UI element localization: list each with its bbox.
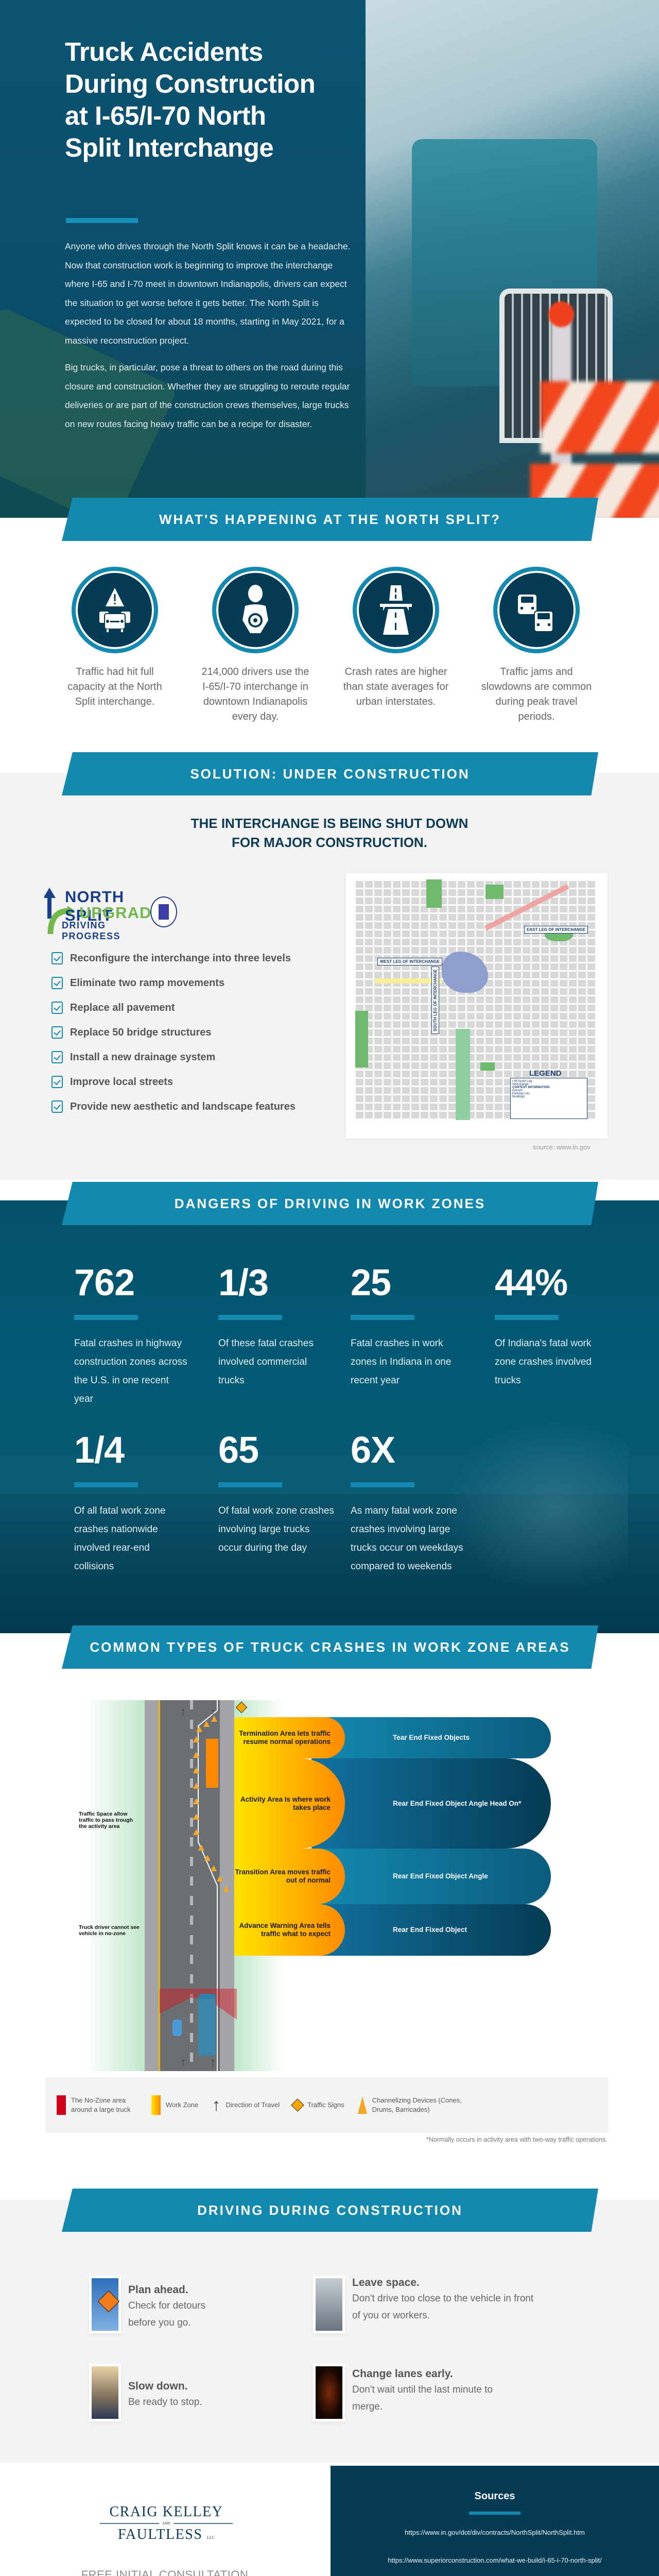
source-link[interactable]: https://www.superiorconstruction.com/wha… [388, 2556, 602, 2564]
checkbox-icon [51, 952, 63, 964]
consultation-label: FREE INITIAL CONSULTATION [81, 2568, 249, 2576]
interchange-map: WEST LEG OF INTERCHANGE EAST LEG OF INTE… [354, 879, 595, 1120]
checklist-item: Eliminate two ramp movements [51, 975, 224, 991]
fact-card: Traffic had hit full capacity at the Nor… [58, 567, 171, 709]
fact-card: 214,000 drivers use the I-65/I-70 interc… [199, 567, 312, 724]
driving-tip: Leave space. Don't drive too close to the… [313, 2276, 537, 2333]
checklist-item: Improve local streets [51, 1074, 173, 1090]
legend-item: Channelizing Devices (Cones, Drums, Barr… [357, 2096, 475, 2114]
zone-row-termination: Termination Area lets traffic resume nor… [234, 1717, 551, 1758]
dangers-section [0, 1200, 659, 1633]
truck-barricade-photo [366, 0, 659, 518]
checklist-item: Replace 50 bridge structures [51, 1025, 212, 1040]
checkbox-icon [51, 1051, 63, 1063]
intro-paragraph: Big trucks, in particular, pose a threat… [65, 362, 350, 429]
fact-text: Traffic had hit full capacity at the Nor… [67, 666, 162, 707]
traffic-sign-icon [291, 2098, 304, 2112]
checkbox-icon [51, 1076, 63, 1088]
checklist-item: Provide new aesthetic and landscape feat… [51, 1099, 296, 1114]
traffic-jam-cars-icon [493, 567, 580, 653]
legend-item: The No-Zone area around a large truck [57, 2095, 138, 2115]
diagram-footnote: *Normally occurs in activity area with t… [426, 2136, 608, 2143]
car-icon [172, 2020, 182, 2036]
zone-row-activity: Activity Area Is where work takes place … [234, 1758, 551, 1849]
no-zone-swatch-icon [57, 2095, 66, 2115]
work-zone-diagram: ↑↑↑↑ Work Space Traffic Space allow traf… [79, 1700, 584, 2071]
solution-subtitle: THE INTERCHANGE IS BEING SHUT DOWN FOR M… [190, 816, 469, 850]
fact-card: Traffic jams and slowdowns are common du… [480, 567, 593, 724]
legend-item: ↑ Direction of Travel [212, 2095, 280, 2115]
checklist-item: Reconfigure the interchange into three l… [51, 951, 291, 966]
zone-row-advance-warning: Advance Warning Area tells traffic what … [234, 1904, 551, 1956]
diagram-legend: The No-Zone area around a large truck Wo… [45, 2077, 609, 2133]
svg-text:↑: ↑ [210, 2056, 216, 2069]
fact-text: Crash rates are higher than state averag… [343, 666, 449, 707]
road-roller-photo [443, 1422, 628, 1592]
traffic-warning-icon [72, 567, 158, 653]
stat-block: 762 Fatal crashes in highway construction… [74, 1262, 187, 1404]
checkbox-icon [51, 1026, 63, 1039]
stat-block: 44% Of Indiana's fatal work zone crashes … [495, 1262, 592, 1386]
traffic-space-label: Traffic Space allow traffic to pass trou… [79, 1811, 133, 1829]
checkbox-icon [51, 1100, 63, 1113]
title-divider [66, 218, 138, 223]
section-banner-crash-types: Common Types of Truck Crashes in Work Zo… [62, 1625, 598, 1669]
section-banner-driving: Driving During Construction [62, 2189, 598, 2232]
map-source: source: www.in.gov [533, 1143, 591, 1151]
stat-block: 6X As many fatal work zone crashes involv… [351, 1430, 463, 1572]
driving-tip: Slow down. Be ready to stop. [89, 2364, 202, 2421]
traffic-queue-image [313, 2276, 345, 2333]
legend-item: Work Zone [151, 2095, 198, 2115]
page-title: Truck Accidents During Construction at I… [65, 37, 316, 162]
checklist-item: Replace all pavement [51, 1000, 175, 1015]
svg-text:↑: ↑ [210, 1705, 216, 1718]
driving-tip: Plan ahead. Check for detours before you … [89, 2276, 231, 2333]
stat-block: 25 Fatal crashes in work zones in Indiana… [351, 1262, 452, 1386]
svg-text:↑: ↑ [180, 1705, 186, 1718]
driver-steering-wheel-icon [212, 567, 299, 653]
north-split-upgrades-logo: NORTH SPLIT UPGRADES DRIVING PROGRESS [44, 888, 174, 941]
sources-divider [469, 2512, 521, 2515]
stat-block: 1/4 Of all fatal work zone crashes nation… [74, 1430, 166, 1572]
arrow-up-icon: ↑ [212, 2095, 221, 2115]
hero-section [0, 0, 659, 518]
cone-icon [357, 2096, 367, 2114]
sources-panel: Sources https://www.in.gov/dot/div/contr… [331, 2466, 659, 2576]
checkbox-icon [51, 1002, 63, 1014]
driving-tip: Change lanes early. Don't wait until the … [313, 2364, 522, 2421]
section-banner-dangers: Dangers of Driving in Work Zones [62, 1182, 598, 1225]
section-banner-solution: Solution: Under Construction [62, 752, 598, 795]
highway-overpass-icon [353, 567, 439, 653]
map-label-south: SOUTH LEG OF INTERCHANGE [431, 967, 439, 1034]
source-link[interactable]: https://www.in.gov/dot/div/contracts/Nor… [405, 2529, 585, 2536]
law-firm-logo: CRAIG KELLEY AND FAULTLESS LLC [92, 2504, 241, 2543]
map-legend: I-65 North Leg Interchange CONTEXT INFOR… [510, 1078, 587, 1119]
fact-card: Crash rates are higher than state averag… [339, 567, 453, 709]
svg-text:↑: ↑ [180, 2056, 186, 2069]
fact-text: 214,000 drivers use the I-65/I-70 interc… [201, 666, 309, 722]
section-banner-happening: What's Happening at the North Split? [62, 498, 598, 541]
stat-block: 65 Of fatal work zone crashes involving l… [218, 1430, 334, 1553]
sources-title: Sources [474, 2490, 515, 2502]
fact-text: Traffic jams and slowdowns are common du… [481, 666, 592, 722]
checklist-item: Install a new drainage system [51, 1049, 215, 1065]
work-zone-swatch-icon [151, 2095, 161, 2115]
checkbox-icon [51, 977, 63, 989]
indot-seal-logo [150, 896, 177, 927]
lane-change-warning-image [313, 2364, 345, 2421]
footer-contact [0, 2465, 330, 2576]
stat-block: 1/3 Of these fatal crashes involved comme… [218, 1262, 314, 1386]
map-label-east: EAST LEG OF INTERCHANGE [524, 926, 588, 934]
map-label-west: WEST LEG OF INTERCHANGE [377, 958, 442, 965]
zone-row-transition: Transition Area moves traffic out of nor… [234, 1849, 551, 1904]
road-construction-sign-image [89, 2276, 121, 2333]
intro-paragraph: Anyone who drives through the North Spli… [65, 241, 351, 346]
no-zone-label: Truck driver cannot see vehicle in no-zo… [79, 1924, 140, 1937]
steering-wheel-image [89, 2364, 121, 2421]
legend-item: Traffic Signs [291, 2098, 344, 2112]
